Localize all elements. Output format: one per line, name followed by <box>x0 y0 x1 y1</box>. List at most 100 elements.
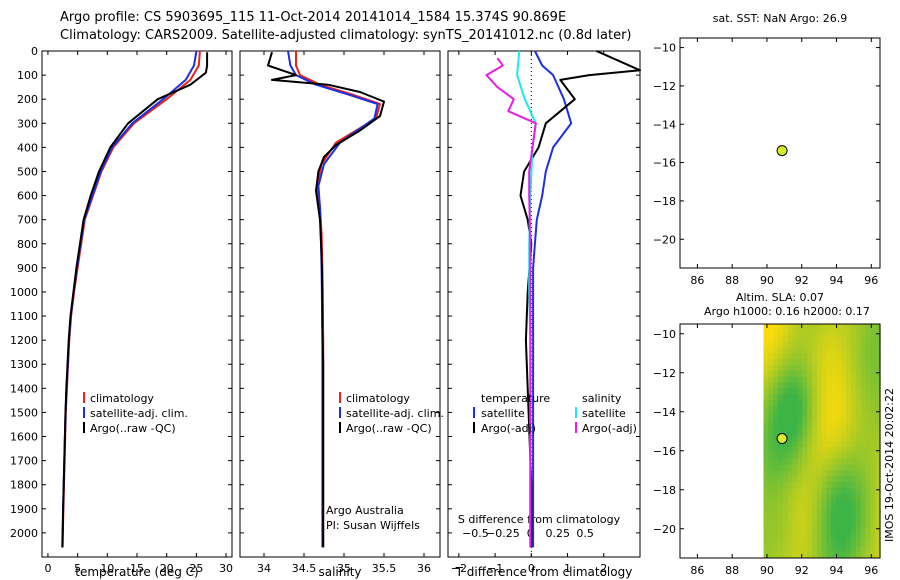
heatmap-cell <box>797 522 803 530</box>
heatmap-cell <box>865 435 871 442</box>
heatmap-cell <box>860 505 867 512</box>
heatmap-cell <box>836 511 842 518</box>
heatmap-cell <box>821 522 828 530</box>
heatmap-cell <box>850 499 857 506</box>
heatmap-cell <box>875 347 881 354</box>
heatmap-cell <box>787 481 794 489</box>
heatmap-cell <box>792 423 799 430</box>
heatmap-cell <box>831 446 837 454</box>
x-tick-label: 34.5 <box>292 562 317 575</box>
x-tick-label: 92 <box>795 274 809 287</box>
heatmap-cell <box>773 517 779 524</box>
heatmap-cell <box>807 540 813 547</box>
heatmap-cell <box>792 347 799 354</box>
heatmap-cell <box>836 476 842 483</box>
heatmap-cell <box>792 376 799 383</box>
heatmap-cell <box>787 499 794 506</box>
heatmap-cell <box>821 423 828 430</box>
heatmap-cell <box>778 429 784 436</box>
heatmap-cell <box>821 359 828 366</box>
heatmap-cell <box>846 359 852 366</box>
heatmap-cell <box>846 417 852 424</box>
heatmap-cell <box>768 470 774 477</box>
heatmap-cell <box>802 511 808 518</box>
heatmap-cell <box>778 341 784 348</box>
heatmap-cell <box>812 435 818 442</box>
heatmap-cell <box>831 458 837 465</box>
series-line-s-argo-adj- <box>485 57 537 548</box>
heatmap-cell <box>797 347 803 354</box>
heatmap-cell <box>860 370 867 378</box>
heatmap-cell <box>768 546 774 553</box>
heatmap-cell <box>850 528 857 536</box>
heatmap-cell <box>865 335 871 343</box>
heatmap-cell <box>850 546 857 553</box>
heatmap-cell <box>797 388 803 395</box>
heatmap-cell <box>855 435 862 442</box>
heatmap-cell <box>831 441 837 448</box>
heatmap-cell <box>816 517 823 524</box>
heatmap-cell <box>807 522 813 530</box>
heatmap-cell <box>850 441 857 448</box>
heatmap-cell <box>831 341 837 348</box>
heatmap-cell <box>836 411 842 419</box>
heatmap-cell <box>841 517 847 524</box>
heatmap-cell <box>802 487 808 495</box>
heatmap-cell <box>865 505 871 512</box>
heatmap-cell <box>778 534 784 541</box>
heatmap-cell <box>855 364 862 372</box>
heatmap-cell <box>836 528 842 536</box>
heatmap-cell <box>865 487 871 495</box>
heatmap-cell <box>860 464 867 471</box>
heatmap-cell <box>802 394 808 401</box>
heatmap-cell <box>773 388 779 395</box>
heatmap-cell <box>821 429 828 436</box>
heatmap-cell <box>865 517 871 524</box>
y-tick-label: −12 <box>653 80 676 93</box>
heatmap-cell <box>821 487 828 495</box>
map-frame <box>679 323 881 559</box>
heatmap-cell <box>812 394 818 401</box>
heatmap-cell <box>763 388 769 395</box>
heatmap-cell <box>865 382 871 389</box>
heatmap-cell <box>875 476 881 483</box>
heatmap-cell <box>812 546 818 553</box>
heatmap-cell <box>841 417 847 424</box>
heatmap-cell <box>792 382 799 389</box>
heatmap-cell <box>807 470 813 477</box>
heatmap-cell <box>860 394 867 401</box>
heatmap-cell <box>763 481 769 489</box>
heatmap-cell <box>841 534 847 541</box>
heatmap-cell <box>816 476 823 483</box>
heatmap-cell <box>826 364 833 372</box>
panel-temperature: 0100200300400500600700800900100011001200… <box>10 45 233 579</box>
heatmap-cell <box>826 552 833 559</box>
heatmap-cell <box>782 359 789 366</box>
heatmap-cell <box>826 458 833 465</box>
heatmap-cell <box>768 394 774 401</box>
heatmap-cell <box>768 511 774 518</box>
heatmap-cell <box>860 429 867 436</box>
heatmap-cell <box>792 341 799 348</box>
heatmap-cell <box>807 376 813 383</box>
heatmap-cell <box>778 329 784 337</box>
heatmap-cell <box>778 517 784 524</box>
heatmap-cell <box>841 429 847 436</box>
heatmap-cell <box>797 382 803 389</box>
heatmap-cell <box>860 376 867 383</box>
heatmap-cell <box>797 341 803 348</box>
heatmap-cell <box>797 481 803 489</box>
heatmap-cell <box>782 476 789 483</box>
x-tick-label: 20 <box>160 562 174 575</box>
heatmap-cell <box>846 335 852 343</box>
heatmap-cell <box>763 499 769 506</box>
heatmap-cell <box>787 441 794 448</box>
y-tick-label: 2000 <box>10 527 38 540</box>
heatmap-cell <box>860 511 867 518</box>
heatmap-cell <box>807 359 813 366</box>
heatmap-cell <box>821 364 828 372</box>
heatmap-cell <box>831 324 837 331</box>
heatmap-cell <box>812 493 818 500</box>
heatmap-cell <box>826 382 833 389</box>
heatmap-cell <box>802 341 808 348</box>
